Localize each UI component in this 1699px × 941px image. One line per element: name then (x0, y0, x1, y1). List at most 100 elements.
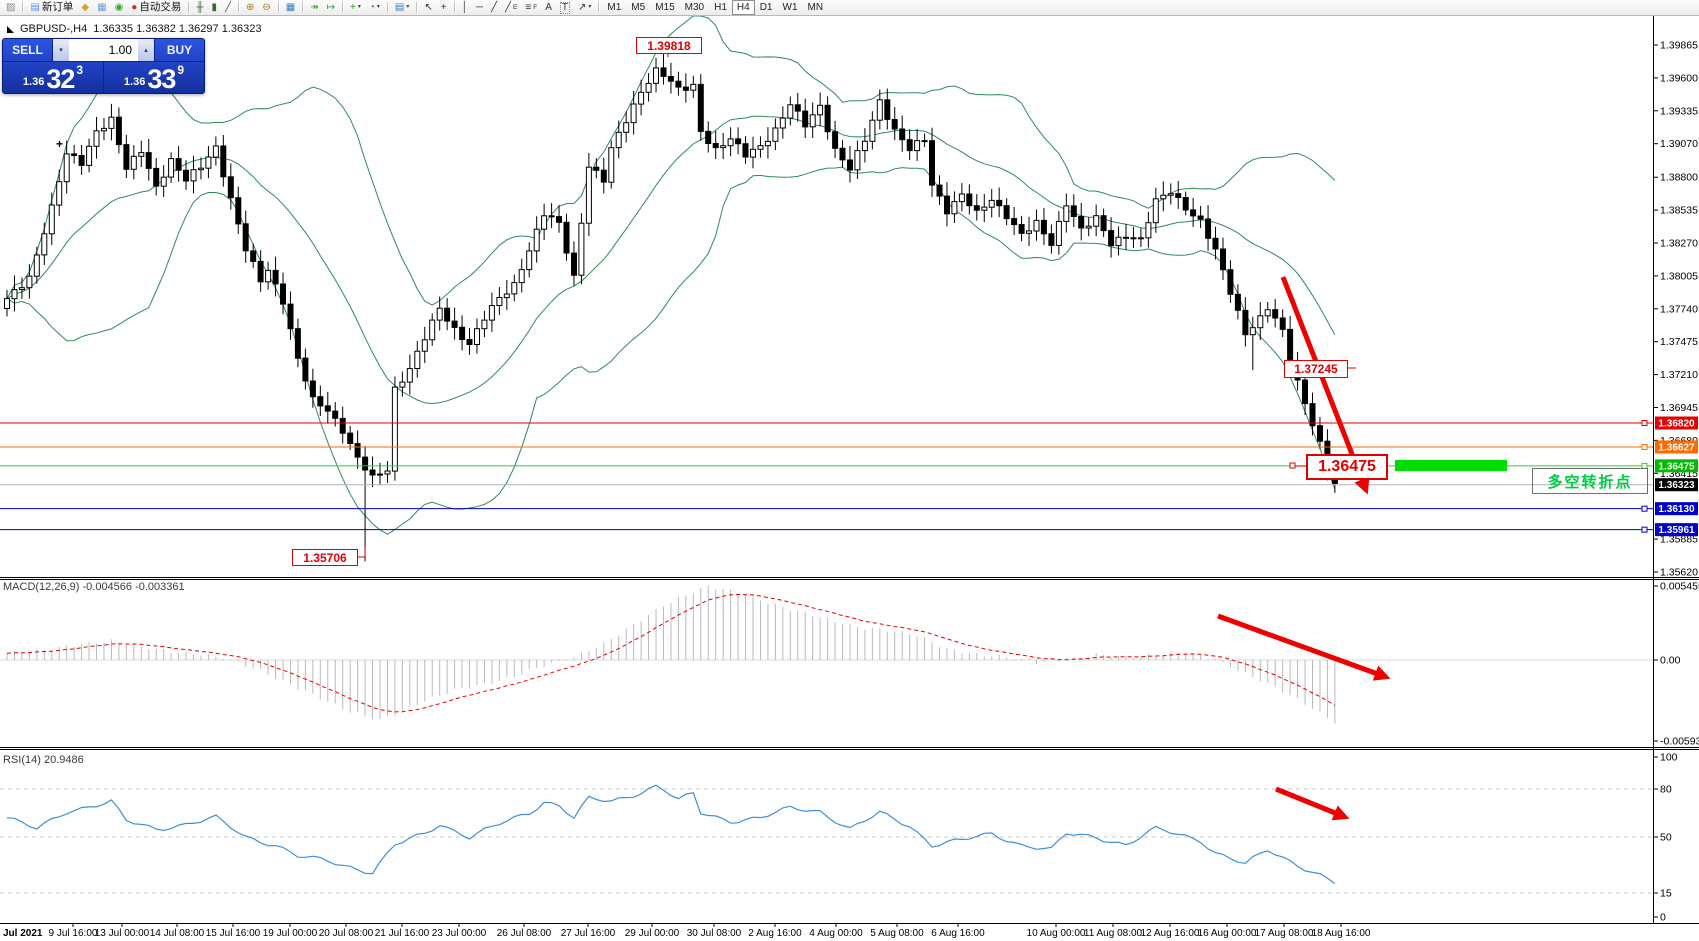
volume-input[interactable]: 1.00 (69, 39, 138, 61)
toolbar: ▨ ▤ 新订单 ◆ ▦ ◉ ● 自动交易 ╫ ▮ ╱ ⊕ ⊖ ▦ ↠ ↦ + ▾ ◔ ▾ ▤ ▾ ↖ + │ ─ ╱ ╱ E ≡ F A T ↗ ▾… (0, 0, 1699, 16)
sell-price-sup: 3 (76, 63, 84, 77)
chart-shift-button[interactable]: ↦ (323, 0, 339, 15)
tile-windows-glyph: ▦ (285, 1, 296, 13)
sell-price[interactable]: 1.36 32 3 (3, 62, 104, 93)
deposit-gold-icon[interactable]: ◆ (77, 0, 93, 15)
tile-windows-button[interactable]: ▦ (282, 0, 299, 15)
svg-text:1.36130: 1.36130 (1658, 504, 1695, 515)
market-watch-icon[interactable]: ▨ (2, 0, 19, 15)
toolbar-separator (302, 2, 304, 13)
chart-symbol: GBPUSD-,H4 (20, 23, 88, 35)
auto-scroll-button[interactable]: ↠ (306, 0, 322, 15)
toolbar-separator (386, 2, 388, 13)
zoom-out-glyph: ⊖ (262, 1, 271, 13)
new-order-glyph: ▤ (30, 1, 40, 13)
new-order-button[interactable]: ▤ 新订单 (26, 0, 77, 15)
candles-layer (4, 50, 1338, 562)
text-button[interactable]: A (541, 0, 556, 15)
template-button-caret-icon: ▾ (406, 4, 410, 10)
volume-stepper: ▾ 1.00 ▴ (52, 39, 155, 61)
fibonacci-button[interactable]: ≡ F (521, 0, 541, 15)
timeframe-d1-button[interactable]: D1 (759, 2, 773, 13)
svg-text:0: 0 (1660, 912, 1666, 924)
timeframe-m1-button[interactable]: M1 (607, 2, 622, 13)
svg-text:1.35885: 1.35885 (1660, 534, 1698, 546)
horizontal-line-button[interactable]: ─ (472, 0, 487, 15)
timeframe-h1-button[interactable]: H1 (714, 2, 727, 13)
timeframe-h4-button[interactable]: H4 (731, 0, 755, 15)
chart-profile-icon[interactable]: ▦ (93, 0, 110, 15)
horizontal-level-lines (0, 420, 1653, 533)
svg-text:27 Jul 16:00: 27 Jul 16:00 (561, 928, 616, 939)
svg-text:1.38270: 1.38270 (1660, 238, 1698, 250)
channel-glyph: ╱ (505, 1, 512, 13)
autotrading-button[interactable]: ● 自动交易 (127, 0, 185, 15)
signals-icon[interactable]: ◉ (111, 0, 128, 15)
template-button[interactable]: ▤ ▾ (391, 0, 413, 15)
channel-button-sub: E (513, 4, 518, 11)
zoom-in-button[interactable]: ⊕ (242, 0, 258, 15)
timeframe-w1-button[interactable]: W1 (782, 2, 798, 13)
one-click-trading-panel: SELL ▾ 1.00 ▴ BUY 1.36 32 3 1.36 33 9 (2, 38, 205, 94)
svg-text:6 Aug 16:00: 6 Aug 16:00 (931, 928, 985, 939)
svg-text:80: 80 (1660, 784, 1672, 796)
toolbar-separator (416, 2, 418, 13)
chart-shift-glyph: ↦ (326, 1, 335, 13)
vertical-line-button[interactable]: │ (458, 0, 472, 15)
candlestick-chart-glyph: ▮ (211, 1, 217, 13)
svg-text:17 Aug 08:00: 17 Aug 08:00 (1255, 928, 1314, 939)
horizontal-line-glyph: ─ (475, 1, 483, 13)
line-chart-button[interactable]: ╱ (221, 0, 235, 15)
svg-text:1.38535: 1.38535 (1660, 205, 1698, 217)
add-indicator-glyph: + (350, 1, 356, 13)
toolbar-separator (277, 2, 279, 13)
svg-text:1.39865: 1.39865 (1660, 40, 1698, 52)
toolbar-separator (188, 2, 190, 13)
svg-text:9 Jul 16:00: 9 Jul 16:00 (49, 928, 98, 939)
cursor-glyph: ↖ (424, 1, 433, 13)
timeframe-m15-button[interactable]: M15 (655, 2, 675, 13)
zoom-out-button[interactable]: ⊖ (258, 0, 274, 15)
svg-text:1.37740: 1.37740 (1660, 303, 1698, 315)
timeframe-m5-button[interactable]: M5 (631, 2, 646, 13)
svg-text:1.36820: 1.36820 (1658, 419, 1695, 430)
deposit-gold-icon-glyph: ◆ (81, 1, 90, 13)
sell-price-head: 1.36 (22, 76, 45, 88)
volume-increase-button[interactable]: ▴ (138, 39, 154, 61)
annotation-low-1.35706[interactable]: 1.35706 (292, 549, 358, 566)
buy-button[interactable]: BUY (166, 43, 193, 57)
svg-text:1.35961: 1.35961 (1658, 525, 1695, 536)
svg-text:30 Jul 08:00: 30 Jul 08:00 (687, 928, 742, 939)
macd-values: -0.004566 -0.003361 (82, 581, 185, 593)
sell-button[interactable]: SELL (12, 43, 43, 57)
timeframe-m30-button[interactable]: M30 (684, 2, 705, 13)
cursor-button[interactable]: ↖ (420, 0, 436, 15)
add-indicator-button[interactable]: + ▾ (346, 0, 365, 15)
shapes-button[interactable]: ↗ ▾ (574, 0, 595, 15)
text-glyph: A (545, 1, 552, 13)
svg-text:1.36945: 1.36945 (1660, 402, 1698, 414)
volume-decrease-button[interactable]: ▾ (53, 39, 69, 61)
svg-text:50: 50 (1660, 832, 1672, 844)
key-level-highlight-rect (1395, 460, 1507, 471)
annotation-pullback-1.37245[interactable]: 1.37245 (1284, 360, 1348, 378)
buy-price[interactable]: 1.36 33 9 (104, 62, 204, 93)
indicator-axes: 0.005455 0.00 -0.005938 100 80 50 15 0 (1653, 581, 1699, 924)
svg-text:5 Aug 08:00: 5 Aug 08:00 (870, 928, 924, 939)
channel-button[interactable]: ╱ E (501, 0, 521, 15)
annotation-key-level-1.36475[interactable]: 1.36475 (1306, 454, 1388, 480)
annotation-turning-point-note[interactable]: 多空转折点 (1532, 468, 1648, 494)
svg-text:0.00: 0.00 (1660, 655, 1681, 667)
label-button[interactable]: T (556, 0, 574, 15)
crosshair-button[interactable]: + (437, 0, 451, 15)
bar-chart-button[interactable]: ╫ (192, 0, 207, 15)
shapes-button-caret-icon: ▾ (588, 4, 592, 10)
annotation-high-1.39818[interactable]: 1.39818 (636, 37, 702, 54)
timeframe-mn-button[interactable]: MN (807, 2, 824, 13)
autotrading-button-label: 自动交易 (139, 1, 182, 13)
trendline-button[interactable]: ╱ (487, 0, 501, 15)
candlestick-chart-button[interactable]: ▮ (207, 0, 221, 15)
shapes-glyph: ↗ (577, 1, 587, 13)
periods-button[interactable]: ◔ ▾ (365, 0, 384, 15)
